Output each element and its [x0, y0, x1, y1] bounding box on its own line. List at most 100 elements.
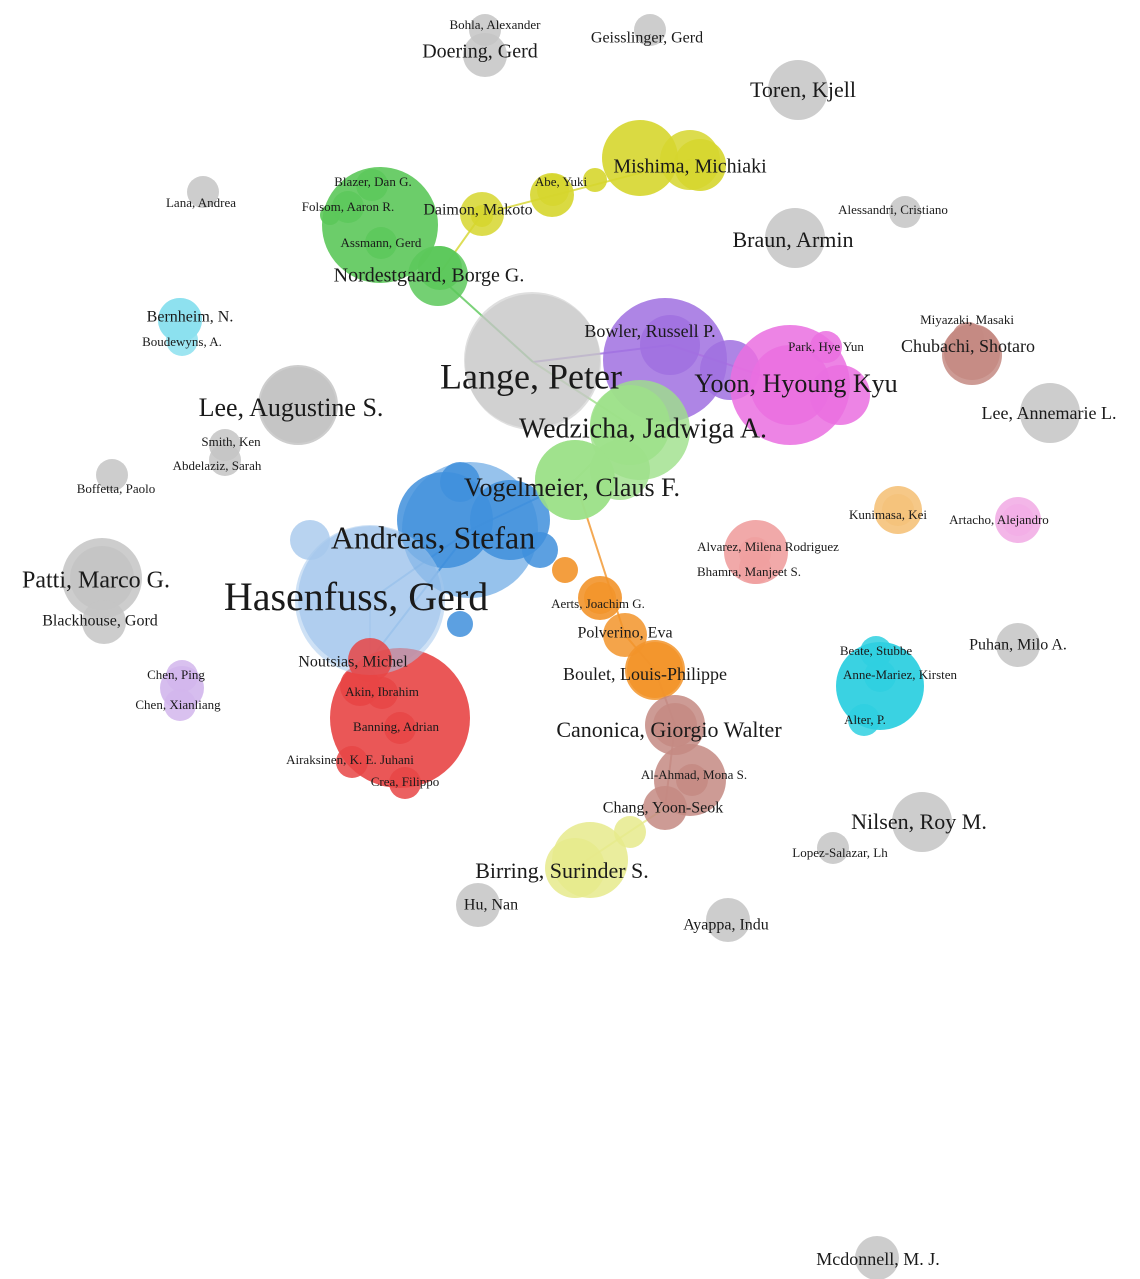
- node-mcdonnell-m-j[interactable]: [855, 1236, 899, 1279]
- label-kunimasa-kei: Kunimasa, Kei: [849, 507, 927, 522]
- node-lee-annemarie-l[interactable]: [1020, 383, 1080, 443]
- node-nilsen-roy-m[interactable]: [892, 792, 952, 852]
- label-wedzicha-jadwiga-a: Wedzicha, Jadwiga A.: [519, 413, 767, 444]
- node-crea-filippo[interactable]: [389, 767, 421, 799]
- node-blazer-dan-g[interactable]: [356, 169, 388, 201]
- label-bernheim-n: Bernheim, N.: [147, 309, 234, 326]
- node-puhan-milo-a[interactable]: [996, 623, 1040, 667]
- node-boulet-louis-philippe[interactable]: [625, 640, 685, 700]
- node-boffetta-paolo[interactable]: [96, 459, 128, 491]
- node-lange-peter[interactable]: [465, 294, 601, 430]
- node-vogelmeier-claus-f[interactable]: [535, 440, 615, 520]
- label-toren-kjell: Toren, Kjell: [750, 77, 856, 102]
- label-alessandri-cristiano: Alessandri, Cristiano: [838, 202, 948, 217]
- label-mcdonnell-m-j: Mcdonnell, M. J.: [816, 1249, 940, 1269]
- label-nilsen-roy-m: Nilsen, Roy M.: [851, 809, 987, 834]
- label-chen-ping: Chen, Ping: [147, 667, 205, 682]
- label-hu-nan: Hu, Nan: [464, 897, 518, 914]
- cluster-bubble-4: [602, 120, 678, 196]
- node-bowler-russell-p[interactable]: [640, 315, 700, 375]
- node-lee-augustine-s[interactable]: [258, 365, 338, 445]
- node-birring-surinder-s[interactable]: [545, 838, 605, 898]
- label-lana-andrea: Lana, Andrea: [166, 195, 236, 210]
- node-abdelaziz-sarah[interactable]: [209, 444, 241, 476]
- label-blazer-dan-g: Blazer, Dan G.: [334, 174, 411, 189]
- node-geisslinger-gerd[interactable]: [634, 14, 666, 46]
- node-layer: [62, 14, 1080, 1279]
- label-smith-ken: Smith, Ken: [201, 434, 261, 449]
- node-boudewyns-a[interactable]: [166, 324, 198, 356]
- node-patti-marco-g[interactable]: [62, 538, 142, 618]
- node-akin-ibrahim[interactable]: [366, 677, 398, 709]
- node-wedzicha-jadwiga-a[interactable]: [590, 385, 670, 465]
- label-folsom-aaron-r: Folsom, Aaron R.: [302, 199, 394, 214]
- node-assmann-gerd[interactable]: [365, 227, 397, 259]
- node-beate-stubbe[interactable]: [860, 636, 892, 668]
- node-airaksinen-k-e-juhani[interactable]: [336, 746, 368, 778]
- node-folsom-aaron-r[interactable]: [332, 191, 364, 223]
- node-andreas-stefan[interactable]: [402, 462, 538, 598]
- node-chang-yoon-seok[interactable]: [643, 786, 687, 830]
- label-abe-yuki: Abe, Yuki: [535, 174, 588, 189]
- node-chubachi-shotaro[interactable]: [942, 325, 1002, 385]
- node-al-ahmad-mona-s[interactable]: [676, 764, 708, 796]
- node-mishima-michiaki[interactable]: [660, 130, 720, 190]
- node-park-hye-yun[interactable]: [810, 331, 842, 363]
- label-beate-stubbe: Beate, Stubbe: [840, 643, 912, 658]
- label-artacho-alejandro: Artacho, Alejandro: [949, 512, 1049, 527]
- label-mishima-michiaki: Mishima, Michiaki: [613, 156, 767, 178]
- node-noutsias-michel[interactable]: [348, 638, 392, 682]
- node-aerts-joachim-g[interactable]: [584, 582, 616, 614]
- label-ayappa-indu: Ayappa, Indu: [683, 917, 769, 934]
- node-bhamra-manjeet-s[interactable]: [739, 552, 771, 584]
- node-kunimasa-kei[interactable]: [882, 494, 914, 526]
- label-akin-ibrahim: Akin, Ibrahim: [345, 684, 419, 699]
- node-doering-gerd[interactable]: [463, 33, 507, 77]
- node-yoon-hyoung-kyu[interactable]: [750, 345, 830, 425]
- node-toren-kjell[interactable]: [768, 60, 828, 120]
- node-braun-armin[interactable]: [765, 208, 825, 268]
- label-daimon-makoto: Daimon, Makoto: [423, 202, 532, 219]
- node-lana-andrea[interactable]: [187, 176, 219, 208]
- label-banning-adrian: Banning, Adrian: [353, 719, 439, 734]
- label-miyazaki-masaki: Miyazaki, Masaki: [920, 312, 1014, 327]
- label-lee-annemarie-l: Lee, Annemarie L.: [982, 403, 1117, 423]
- node-polverino-eva[interactable]: [603, 613, 647, 657]
- label-yoon-hyoung-kyu: Yoon, Hyoung Kyu: [694, 369, 897, 398]
- label-park-hye-yun: Park, Hye Yun: [788, 339, 864, 354]
- node-nordestgaard-borge-g[interactable]: [408, 246, 468, 306]
- node-hasenfuss-gerd[interactable]: [295, 525, 445, 675]
- label-noutsias-michel: Noutsias, Michel: [298, 654, 408, 671]
- node-alter-p[interactable]: [848, 704, 880, 736]
- label-patti-marco-g: Patti, Marco G.: [22, 568, 170, 594]
- cluster-bubble-22: [447, 611, 473, 637]
- label-polverino-eva: Polverino, Eva: [577, 625, 672, 642]
- node-ayappa-indu[interactable]: [706, 898, 750, 942]
- node-canonica-giorgio-walter[interactable]: [645, 695, 705, 755]
- node-blackhouse-gord[interactable]: [82, 600, 126, 644]
- node-lopez-salazar-lh[interactable]: [817, 832, 849, 864]
- label-chang-yoon-seok: Chang, Yoon-Seok: [603, 800, 723, 817]
- cluster-bubble-31: [614, 816, 646, 848]
- node-anne-mariez-kirsten[interactable]: [864, 660, 896, 692]
- node-daimon-makoto[interactable]: [460, 192, 504, 236]
- label-crea-filippo: Crea, Filippo: [371, 774, 440, 789]
- label-boffetta-paolo: Boffetta, Paolo: [77, 481, 155, 496]
- label-lee-augustine-s: Lee, Augustine S.: [199, 393, 384, 422]
- label-hasenfuss-gerd: Hasenfuss, Gerd: [224, 574, 488, 619]
- cluster-bubble-27: [552, 557, 578, 583]
- node-hu-nan[interactable]: [456, 883, 500, 927]
- label-al-ahmad-mona-s: Al-Ahmad, Mona S.: [641, 767, 747, 782]
- label-vogelmeier-claus-f: Vogelmeier, Claus F.: [464, 473, 680, 502]
- label-chubachi-shotaro: Chubachi, Shotaro: [901, 336, 1035, 356]
- node-banning-adrian[interactable]: [384, 712, 416, 744]
- node-alessandri-cristiano[interactable]: [889, 196, 921, 228]
- label-bhamra-manjeet-s: Bhamra, Manjeet S.: [697, 564, 801, 579]
- node-chen-ping[interactable]: [166, 660, 198, 692]
- node-abe-yuki[interactable]: [537, 174, 569, 206]
- label-layer: Bohla, Alexander Doering, Gerd Geisslinger…: [22, 17, 1116, 1269]
- node-chen-xianliang[interactable]: [164, 689, 196, 721]
- label-chen-xianliang: Chen, Xianliang: [135, 697, 221, 712]
- node-artacho-alejandro[interactable]: [1002, 504, 1034, 536]
